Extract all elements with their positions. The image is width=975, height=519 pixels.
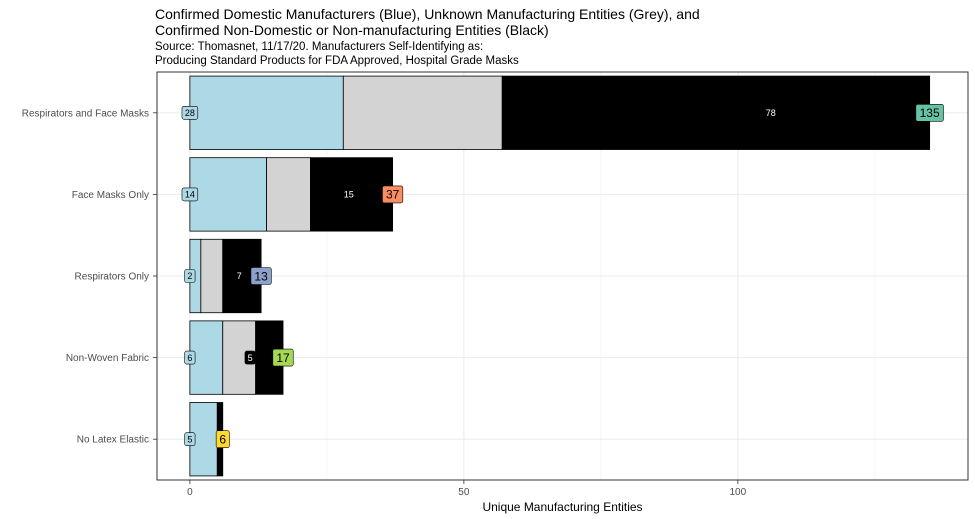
category-label: Face Masks Only bbox=[72, 190, 149, 201]
black-segment-label: 15 bbox=[344, 190, 354, 200]
bar-segment bbox=[501, 75, 931, 150]
black-segment-label: 5 bbox=[248, 353, 253, 363]
chart-subtitle-line-2: Producing Standard Products for FDA Appr… bbox=[155, 54, 519, 67]
x-tick-label: 100 bbox=[730, 487, 747, 498]
total-label-box bbox=[250, 267, 272, 285]
blue-segment-label: 6 bbox=[187, 353, 192, 363]
black-segment-label-box bbox=[233, 269, 245, 283]
total-label: 135 bbox=[920, 106, 940, 120]
bar-segment bbox=[342, 75, 503, 150]
chart-subtitle: Source: Thomasnet, 11/17/20. Manufacture… bbox=[155, 41, 955, 68]
blue-segment-label-box bbox=[181, 187, 199, 202]
total-label: 17 bbox=[276, 351, 290, 365]
total-label: 6 bbox=[219, 433, 226, 447]
total-label-box bbox=[215, 430, 230, 449]
blue-segment-label: 5 bbox=[187, 434, 192, 444]
chart-title-line-1: Confirmed Domestic Manufacturers (Blue),… bbox=[155, 6, 700, 22]
blue-segment-label-box bbox=[184, 350, 196, 365]
plot-border bbox=[156, 71, 969, 481]
total-label-box bbox=[382, 185, 404, 204]
blue-segment-label-box bbox=[184, 269, 196, 283]
blue-segment-label: 28 bbox=[185, 108, 195, 118]
total-label-box bbox=[272, 348, 294, 367]
x-axis-label: Unique Manufacturing Entities bbox=[482, 500, 642, 514]
black-segment-label-box bbox=[762, 106, 779, 120]
x-tick-label: 50 bbox=[458, 487, 470, 498]
total-label-box bbox=[915, 104, 944, 122]
category-label: Respirators and Face Masks bbox=[22, 108, 149, 119]
category-label: No Latex Elastic bbox=[77, 435, 149, 446]
bar-segment bbox=[200, 238, 224, 314]
category-label: Respirators Only bbox=[75, 272, 149, 283]
chart-title: Confirmed Domestic Manufacturers (Blue),… bbox=[155, 6, 955, 38]
black-segment-label: 7 bbox=[237, 271, 242, 281]
black-segment-label-box bbox=[244, 350, 256, 365]
category-label: Non-Woven Fabric bbox=[66, 353, 149, 364]
blue-segment-label: 14 bbox=[185, 190, 195, 200]
total-label: 37 bbox=[386, 188, 400, 202]
blue-segment-label-box bbox=[181, 106, 199, 120]
bar-segment bbox=[266, 157, 311, 232]
blue-segment-label-box bbox=[184, 432, 196, 447]
black-segment-label-box bbox=[340, 187, 357, 202]
chart-title-line-2: Confirmed Non-Domestic or Non-manufactur… bbox=[155, 22, 549, 38]
black-segment-label: 78 bbox=[766, 108, 776, 118]
blue-segment-label: 2 bbox=[187, 271, 192, 281]
x-tick-label: 0 bbox=[187, 487, 193, 498]
bar-segment bbox=[189, 157, 267, 232]
bar-segment bbox=[189, 75, 344, 150]
chart-subtitle-line-1: Source: Thomasnet, 11/17/20. Manufacture… bbox=[155, 41, 484, 53]
total-label: 13 bbox=[254, 269, 268, 283]
